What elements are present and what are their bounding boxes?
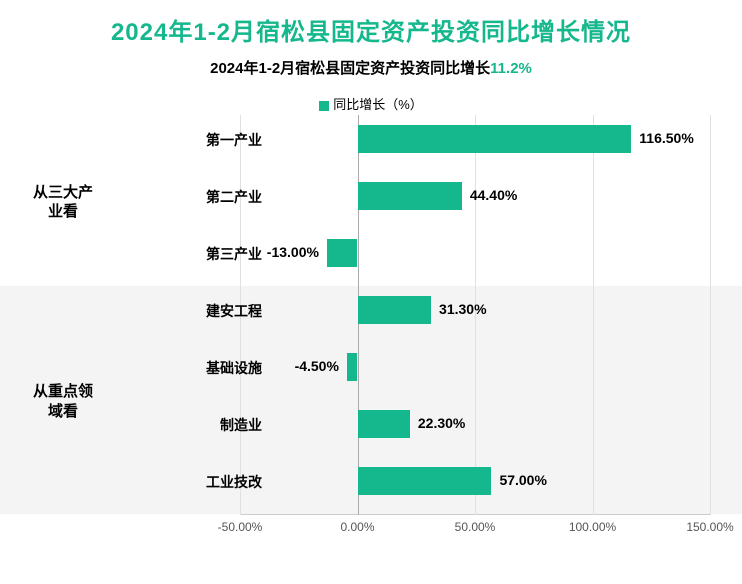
chart-title: 2024年1-2月宿松县固定资产投资同比增长情况 xyxy=(0,0,742,47)
legend-label: 同比增长（%） xyxy=(333,97,423,112)
bar-value-label: 22.30% xyxy=(418,415,465,431)
bar-row: 44.40% xyxy=(240,182,710,210)
bar xyxy=(358,467,492,495)
bar xyxy=(358,125,632,153)
x-tick-label: 100.00% xyxy=(569,520,616,534)
group-label: 从三大产 业看 xyxy=(18,183,108,222)
grid-line xyxy=(710,115,711,515)
bar xyxy=(358,296,432,324)
legend-marker xyxy=(319,101,329,111)
bar-row: 31.30% xyxy=(240,296,710,324)
bar-value-label: 44.40% xyxy=(470,187,517,203)
group-label: 从重点领 域看 xyxy=(18,382,108,421)
x-tick-label: 50.00% xyxy=(455,520,496,534)
bar xyxy=(327,239,358,267)
category-label: 第二产业 xyxy=(142,187,262,207)
category-label: 建安工程 xyxy=(142,301,262,321)
category-label: 基础设施 xyxy=(142,358,262,378)
subtitle-prefix: 2024年1-2月宿松县固定资产投资同比增长 xyxy=(210,60,490,77)
bar-value-label: 31.30% xyxy=(439,301,486,317)
bar-row: 22.30% xyxy=(240,410,710,438)
subtitle-highlight: 11.2% xyxy=(490,60,532,77)
x-tick-label: 150.00% xyxy=(686,520,733,534)
x-tick-label: -50.00% xyxy=(218,520,263,534)
bar xyxy=(358,182,462,210)
category-label: 第一产业 xyxy=(142,130,262,150)
category-label: 制造业 xyxy=(142,415,262,435)
bar-row: -13.00% xyxy=(240,239,710,267)
x-tick-label: 0.00% xyxy=(340,520,374,534)
plot-area: -50.00%0.00%50.00%100.00%150.00%116.50%4… xyxy=(240,115,710,515)
bar xyxy=(358,410,410,438)
bar-value-label: -13.00% xyxy=(267,244,319,260)
chart-legend: 同比增长（%） xyxy=(0,94,742,113)
bar-row: 116.50% xyxy=(240,125,710,153)
bar-value-label: 57.00% xyxy=(499,472,546,488)
chart-area: 从三大产 业看从重点领 域看 -50.00%0.00%50.00%100.00%… xyxy=(0,115,742,545)
bar-row: -4.50% xyxy=(240,353,710,381)
bar-row: 57.00% xyxy=(240,467,710,495)
chart-subtitle: 2024年1-2月宿松县固定资产投资同比增长11.2% xyxy=(0,57,742,78)
bar-value-label: -4.50% xyxy=(295,358,339,374)
category-label: 工业技改 xyxy=(142,472,262,492)
bar-value-label: 116.50% xyxy=(639,130,694,146)
bar xyxy=(347,353,358,381)
category-label: 第三产业 xyxy=(142,244,262,264)
